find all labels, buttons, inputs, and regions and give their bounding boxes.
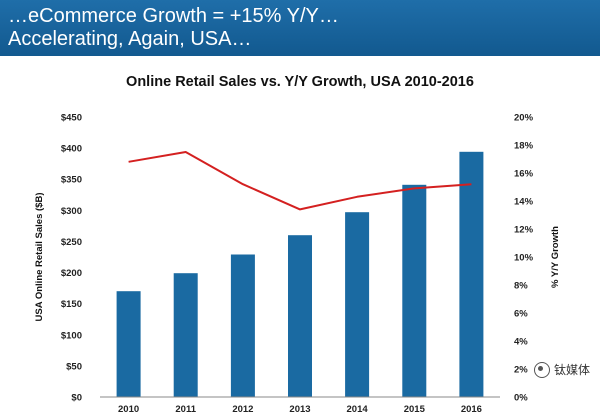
bar-2013 [288,235,312,397]
growth-line-group [128,151,472,211]
bars-group [116,151,484,397]
x-tick-label: 2010 [118,404,139,415]
watermark-text: 钛媒体 [553,363,590,377]
y-tick-left: $300 [61,206,82,217]
x-tick-label: 2012 [232,404,253,415]
bar-2010 [116,291,141,397]
y-tick-left: $150 [61,299,82,310]
y-tick-left: $50 [66,361,82,372]
x-tick-label: 2011 [175,404,196,415]
y-tick-right: 0% [514,393,528,404]
y-tick-left: $400 [61,144,82,155]
x-tick-label: 2013 [289,404,310,415]
y-tick-left: $200 [61,268,82,279]
y-tick-right: 14% [514,197,534,208]
x-tick-label: 2015 [404,404,426,415]
y-tick-left: $250 [61,237,82,248]
y-tick-right: 16% [514,169,534,180]
y-tick-right: 2% [514,365,528,376]
y-tick-left: $100 [61,330,82,341]
y-tick-left: $0 [71,393,82,404]
y-tick-right: 12% [514,225,534,236]
axes-group: $0 $50 $100 $150 $200 $250 $300 $350 $400 $450 0% 2… [34,113,561,416]
bar-2011 [173,273,198,397]
bar-2016 [459,151,484,397]
x-tick-label: 2014 [347,404,369,415]
watermark: 钛媒体 [533,361,590,378]
y-tick-right: 8% [514,281,528,292]
y-axis-label-right: % Y/Y Growth [550,226,561,288]
y-tick-left: $350 [61,175,82,186]
y-tick-left: $450 [61,113,82,124]
banner-subheadline: Accelerating, Again, USA… [8,28,252,50]
y-tick-right: 20% [514,113,534,124]
y-tick-right: 6% [514,309,528,320]
y-axis-label-left: USA Online Retail Sales ($B) [34,193,45,322]
banner-headline: …eCommerce Growth = +15% Y/Y… [8,5,339,27]
x-tick-label: 2016 [461,404,482,415]
bar-2014 [345,212,370,397]
y-tick-right: 10% [514,253,534,264]
chart-title: Online Retail Sales vs. Y/Y Growth, USA … [126,74,474,90]
y-tick-right: 4% [514,337,528,348]
title-banner: …eCommerce Growth = +15% Y/Y… Accelerati… [0,0,600,56]
bar-2012 [230,254,255,397]
logo-icon [533,361,550,378]
y-tick-right: 18% [514,141,534,152]
bar-2015 [402,184,427,397]
